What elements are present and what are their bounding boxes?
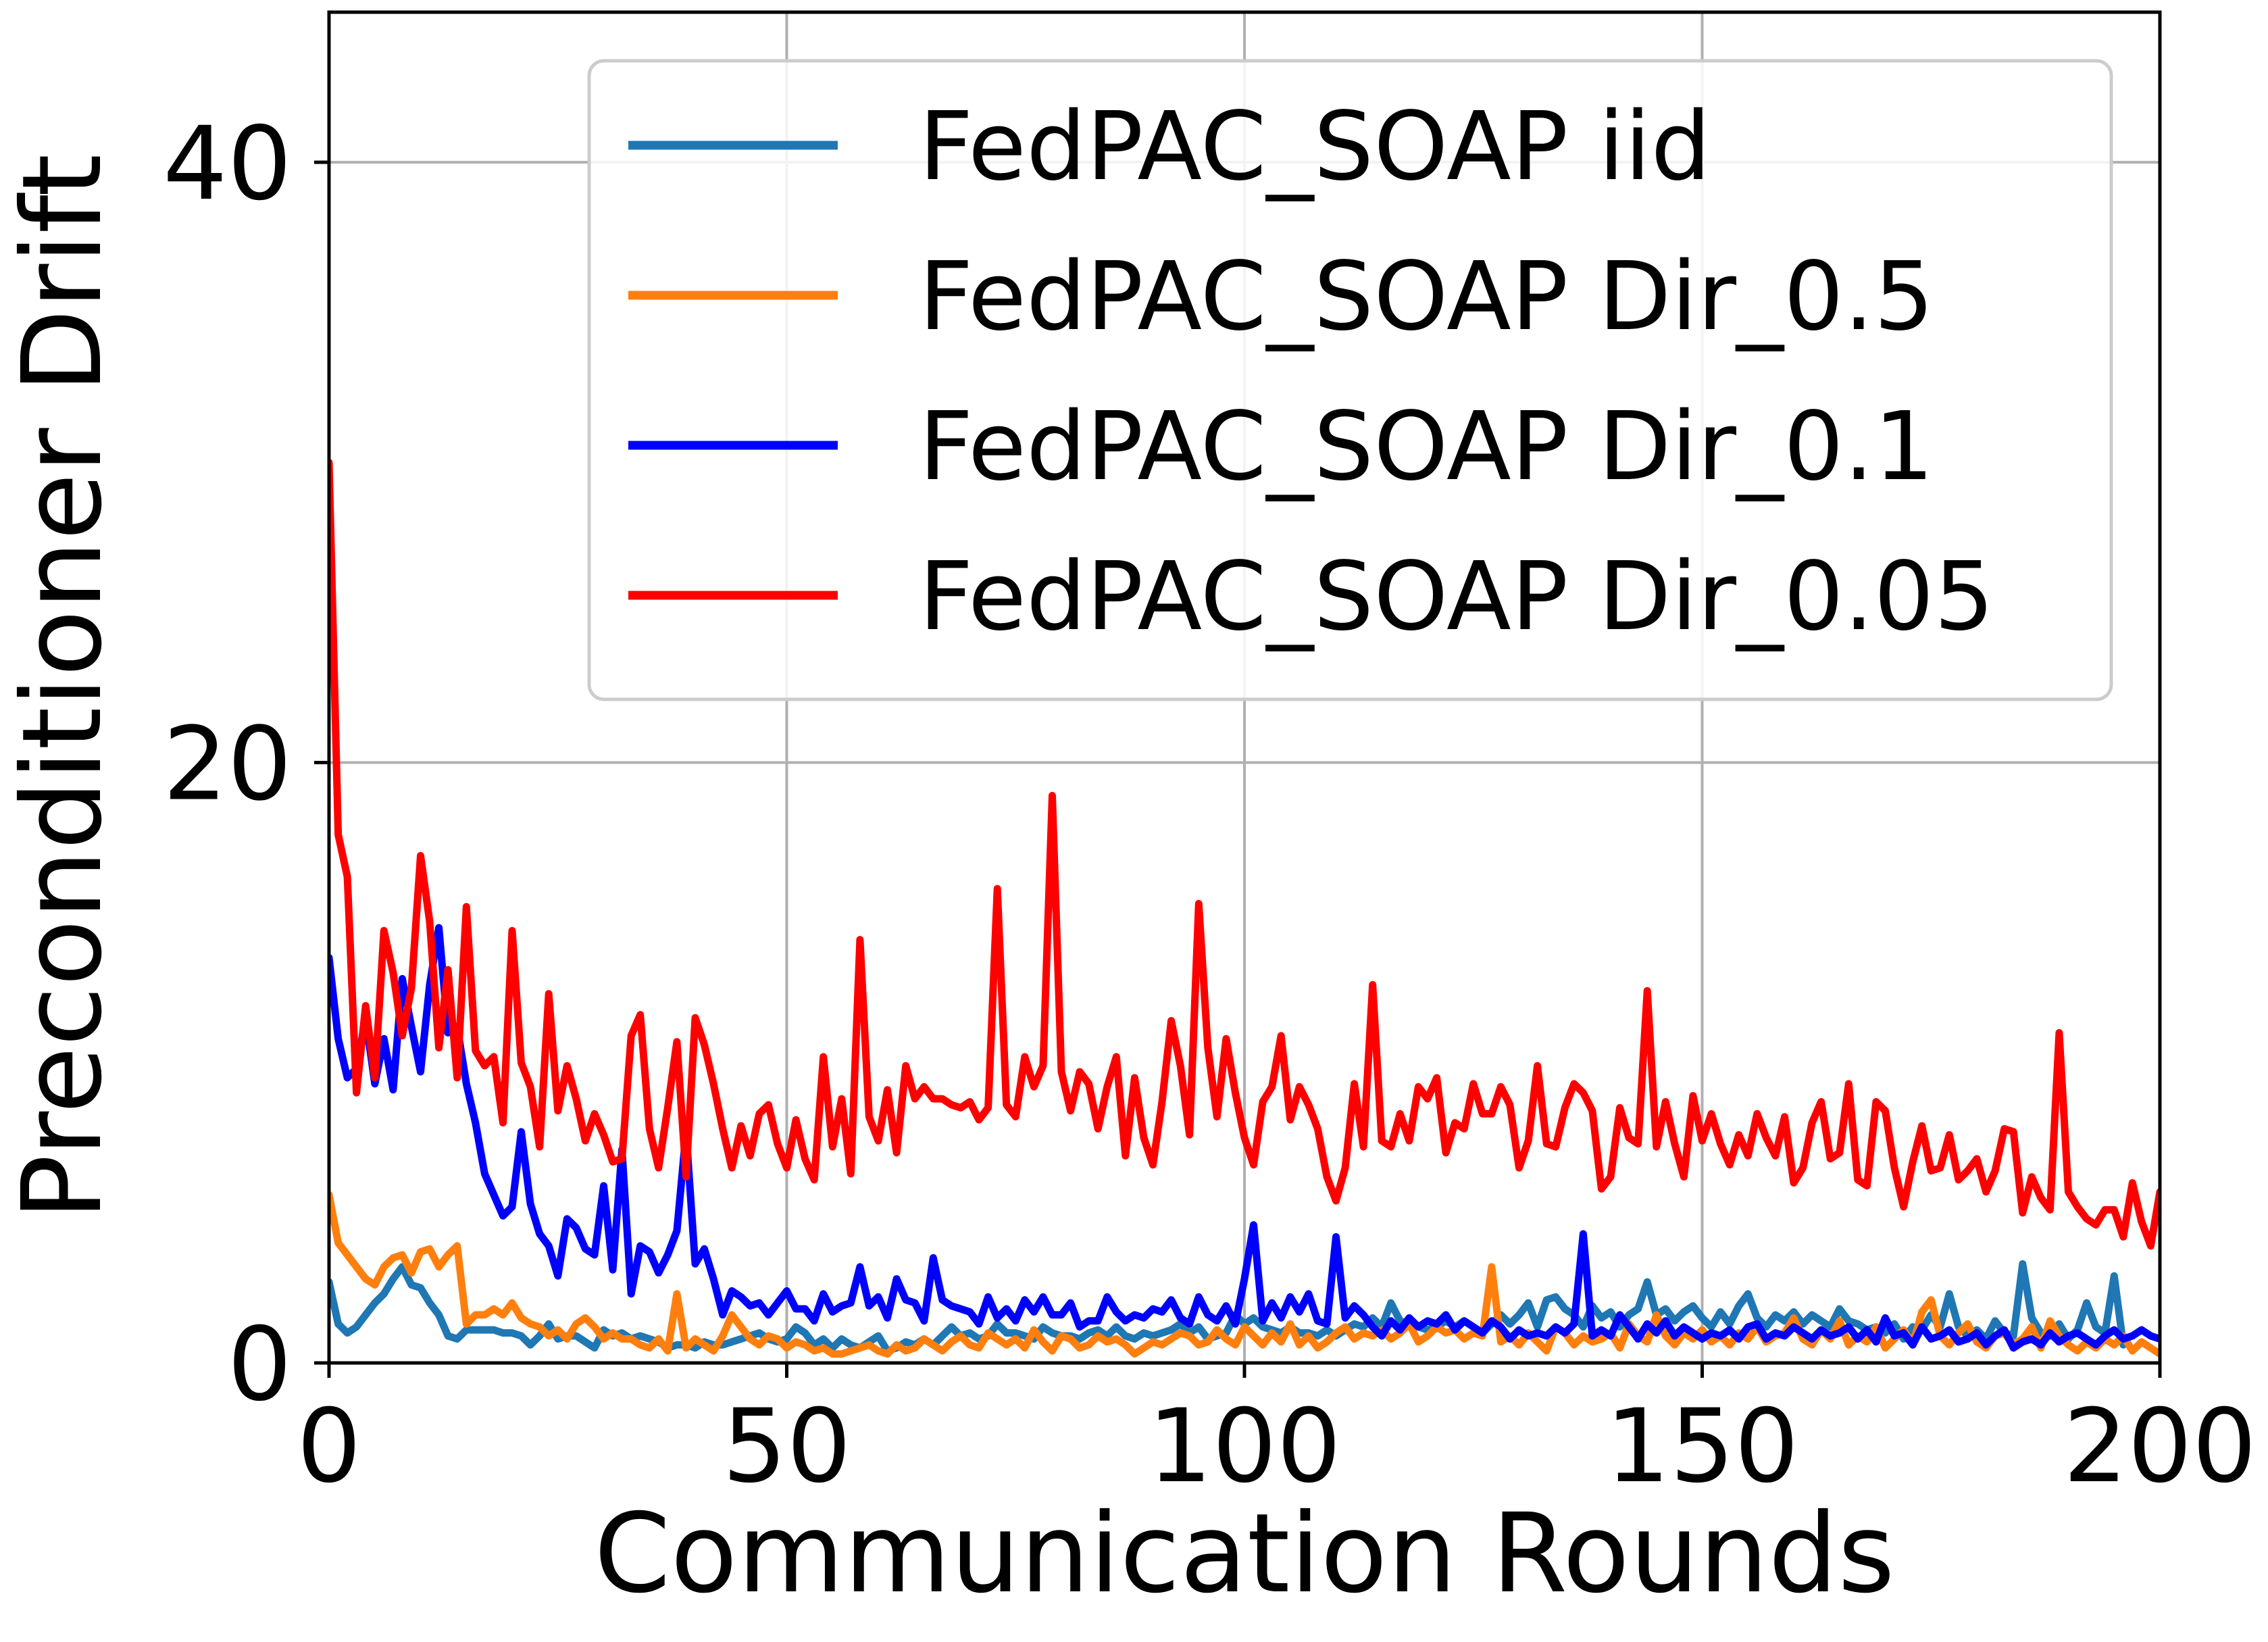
legend-box [587,59,2113,701]
x-axis-label: Communication Rounds [594,1491,1894,1618]
y-tick-label-40: 40 [163,105,292,223]
x-tick-label-50: 50 [722,1388,851,1506]
legend-label-3: FedPAC_SOAP Dir_0.1 [919,392,1934,502]
x-tick-label-200: 200 [2063,1388,2257,1506]
series-line-4 [329,458,2160,1250]
series-lines [329,458,2160,1358]
legend-label-4: FedPAC_SOAP Dir_0.05 [919,542,1994,652]
legend-label-1: FedPAC_SOAP iid [919,92,1711,202]
x-tick-label-100: 100 [1148,1388,1341,1506]
y-tick-label-0: 0 [228,1306,292,1424]
series-line-3 [329,924,2160,1352]
axis-ticks: 0 50 100 150 200 0 20 40 [163,105,2257,1506]
legend-label-2: FedPAC_SOAP Dir_0.5 [919,242,1934,352]
x-tick-label-0: 0 [297,1388,361,1506]
y-axis-label: Preconditioner Drift [0,154,126,1220]
legend: FedPAC_SOAP iid FedPAC_SOAP Dir_0.5 FedPAC… [587,59,2113,701]
y-tick-label-20: 20 [163,706,292,824]
x-tick-label-150: 150 [1605,1388,1798,1506]
